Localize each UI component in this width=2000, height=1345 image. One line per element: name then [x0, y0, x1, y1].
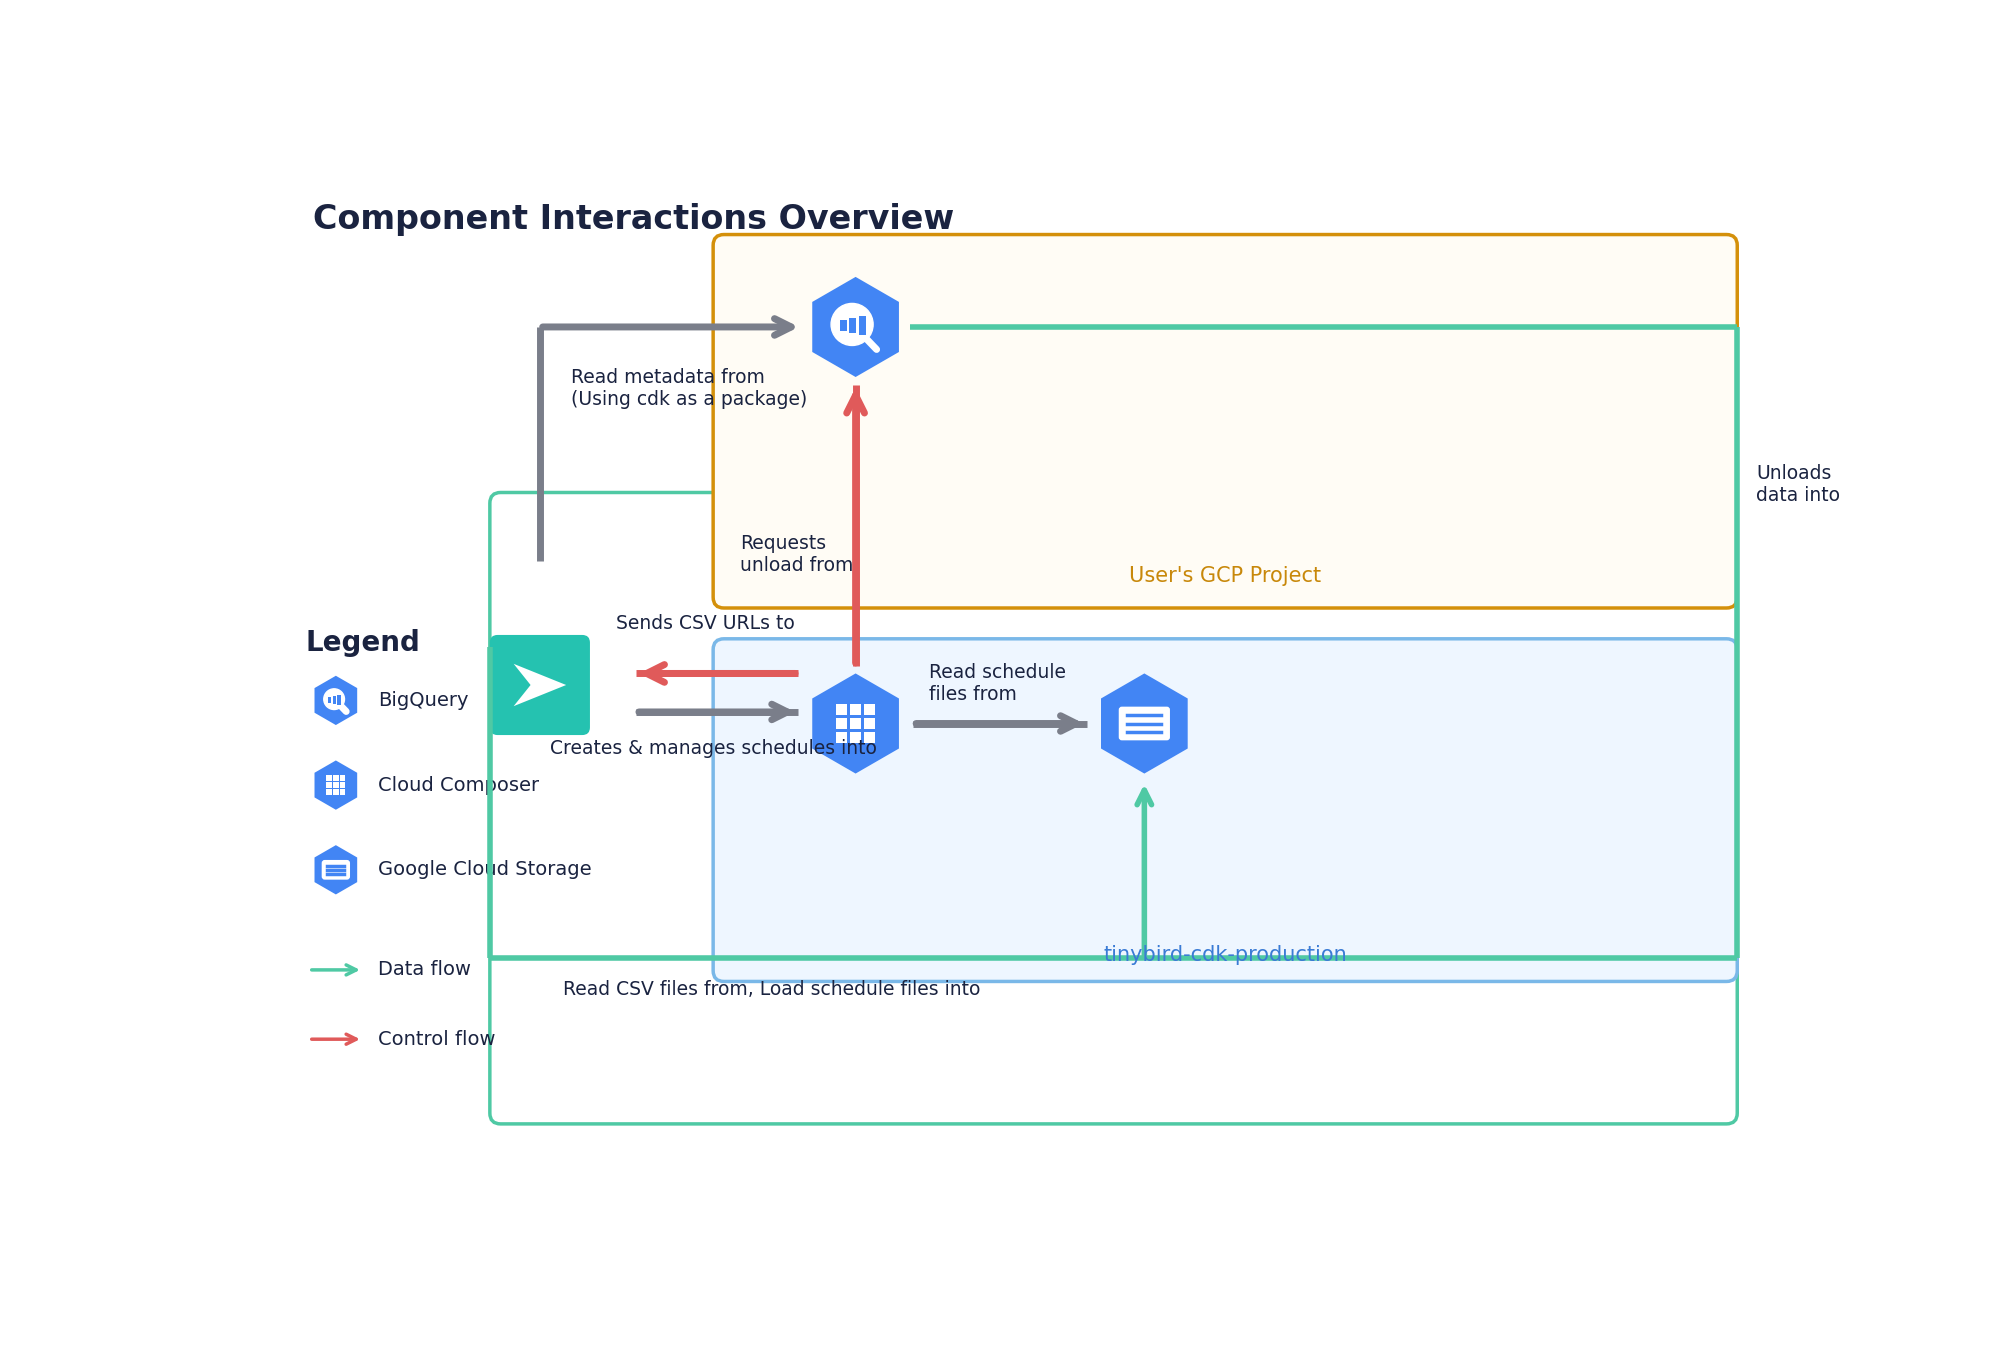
Text: Read metadata from
(Using cdk as a package): Read metadata from (Using cdk as a packa…	[570, 369, 806, 409]
Bar	[340, 790, 346, 795]
Text: Requests
unload from: Requests unload from	[740, 534, 854, 574]
Text: Unloads
data into: Unloads data into	[1756, 464, 1840, 506]
Polygon shape	[314, 760, 358, 810]
Text: Component Interactions Overview: Component Interactions Overview	[312, 203, 954, 235]
Bar	[840, 320, 846, 331]
Text: Sends CSV URLs to: Sends CSV URLs to	[616, 613, 794, 633]
Text: Data flow: Data flow	[378, 960, 472, 979]
Circle shape	[324, 689, 344, 710]
FancyBboxPatch shape	[714, 639, 1738, 982]
Bar	[340, 776, 346, 781]
Text: Legend: Legend	[306, 628, 420, 656]
Bar	[864, 703, 876, 716]
Bar	[334, 783, 338, 788]
Bar	[332, 695, 336, 703]
Bar	[338, 695, 340, 705]
FancyBboxPatch shape	[322, 859, 350, 880]
Bar	[864, 732, 876, 742]
Bar	[326, 790, 332, 795]
FancyBboxPatch shape	[490, 635, 590, 736]
Text: Google Cloud Storage: Google Cloud Storage	[378, 861, 592, 880]
FancyBboxPatch shape	[1118, 706, 1170, 740]
Bar	[850, 703, 862, 716]
Polygon shape	[812, 674, 898, 773]
Bar	[326, 776, 332, 781]
Bar	[864, 718, 876, 729]
Polygon shape	[314, 675, 358, 725]
Polygon shape	[514, 664, 566, 706]
Bar	[328, 697, 332, 702]
Text: Creates & manages schedules into: Creates & manages schedules into	[550, 738, 876, 757]
Bar	[858, 316, 866, 335]
Text: tinybird-cdk-production: tinybird-cdk-production	[1104, 944, 1348, 964]
Bar	[836, 732, 848, 742]
Bar	[340, 783, 346, 788]
Bar	[836, 718, 848, 729]
Bar	[850, 317, 856, 334]
Bar	[836, 703, 848, 716]
Polygon shape	[314, 845, 358, 894]
Circle shape	[832, 304, 874, 346]
Bar	[850, 732, 862, 742]
Bar	[850, 718, 862, 729]
Text: BigQuery: BigQuery	[378, 691, 468, 710]
Text: Read CSV files from, Load schedule files into: Read CSV files from, Load schedule files…	[564, 979, 980, 998]
FancyBboxPatch shape	[714, 234, 1738, 608]
Bar	[334, 790, 338, 795]
Text: Control flow: Control flow	[378, 1030, 496, 1049]
Bar	[326, 783, 332, 788]
Polygon shape	[1102, 674, 1188, 773]
Text: Cloud Composer: Cloud Composer	[378, 776, 540, 795]
Text: Read schedule
files from: Read schedule files from	[928, 663, 1066, 703]
Bar	[334, 776, 338, 781]
Polygon shape	[812, 277, 898, 377]
Text: User's GCP Project: User's GCP Project	[1130, 566, 1322, 586]
